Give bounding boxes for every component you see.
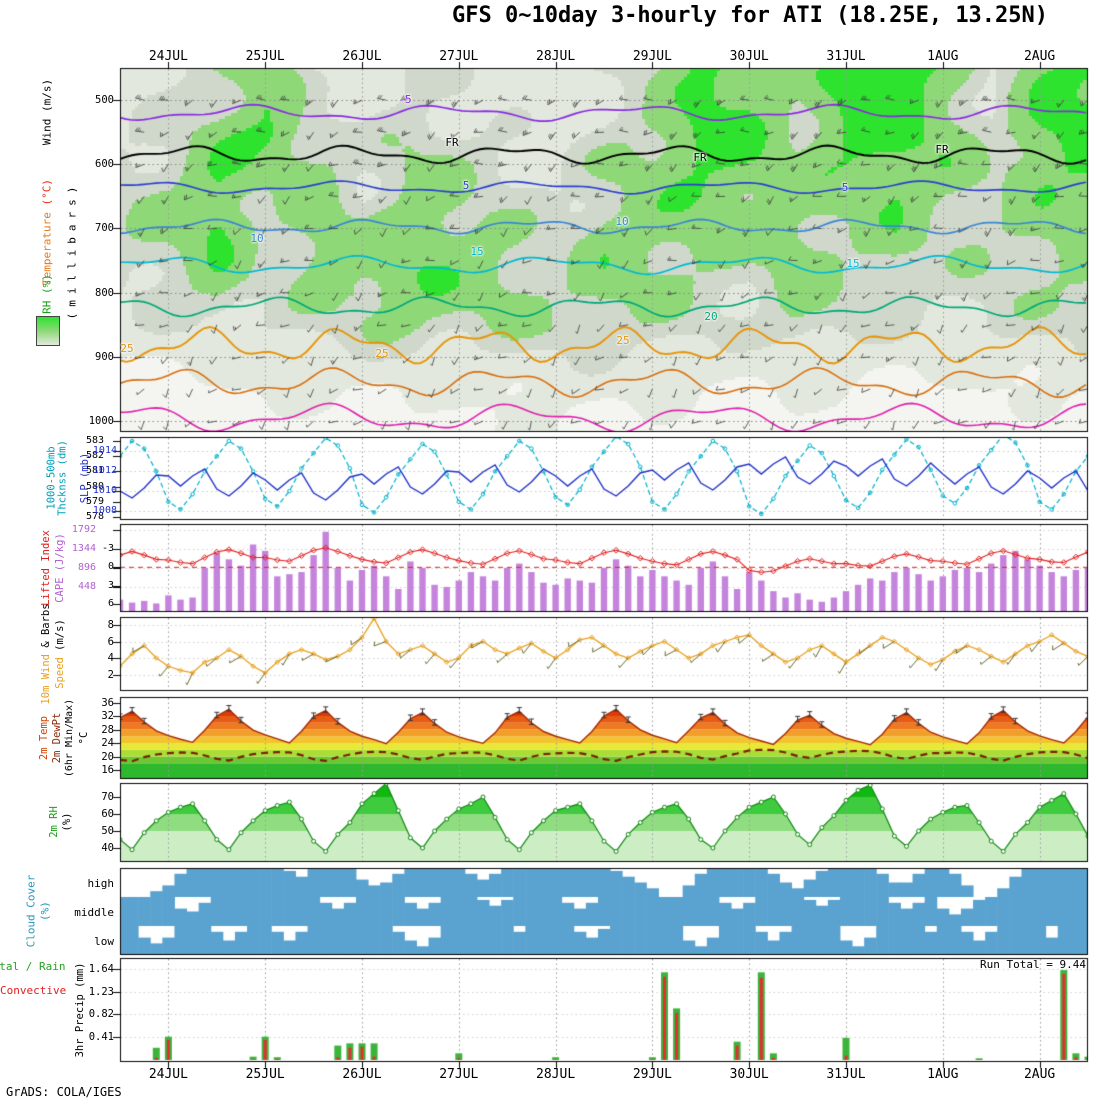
meteogram-canvas — [0, 0, 1100, 1100]
gfs-meteogram: GFS 0~10day 3-hourly for ATI (18.25E, 13… — [0, 0, 1100, 1100]
